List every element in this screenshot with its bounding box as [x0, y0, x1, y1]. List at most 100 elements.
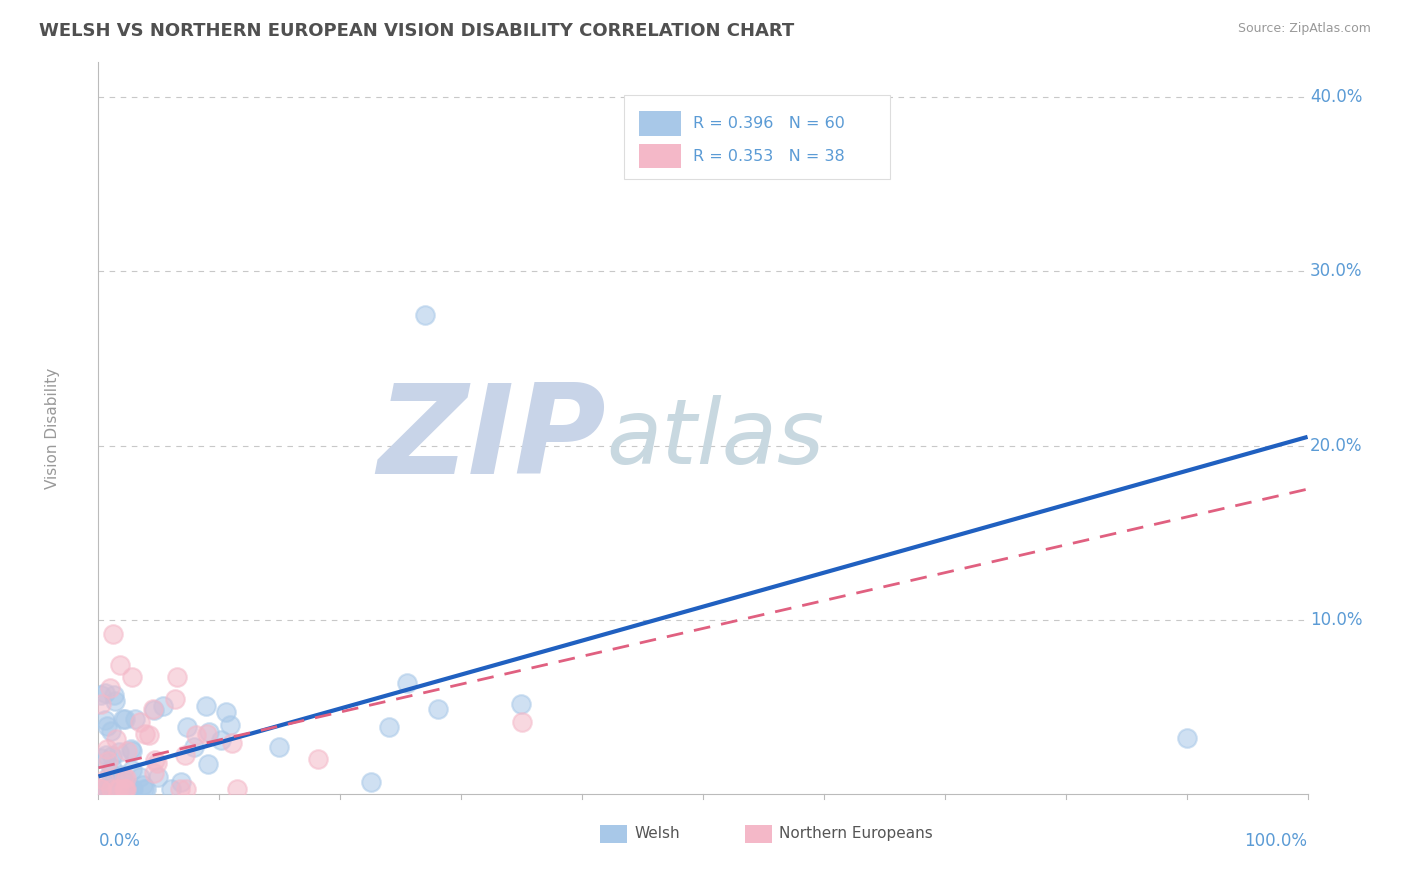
Text: 20.0%: 20.0% — [1310, 436, 1362, 455]
FancyBboxPatch shape — [624, 95, 890, 179]
Point — [195, 727, 218, 741]
Point — [91, 781, 114, 796]
Point — [121, 670, 143, 684]
Text: WELSH VS NORTHERN EUROPEAN VISION DISABILITY CORRELATION CHART: WELSH VS NORTHERN EUROPEAN VISION DISABI… — [39, 22, 794, 40]
Point — [197, 756, 219, 771]
Point — [197, 725, 219, 739]
Point — [138, 728, 160, 742]
Point — [307, 752, 329, 766]
Point — [90, 781, 112, 796]
Point — [94, 781, 117, 796]
Point — [1175, 731, 1198, 746]
Point — [214, 705, 236, 719]
Point — [96, 742, 118, 756]
Text: R = 0.353   N = 38: R = 0.353 N = 38 — [693, 149, 845, 163]
Point — [98, 766, 121, 780]
Point — [101, 626, 124, 640]
Text: 40.0%: 40.0% — [1310, 88, 1362, 106]
Point — [90, 751, 112, 765]
Text: 100.0%: 100.0% — [1244, 832, 1308, 850]
Text: Northern Europeans: Northern Europeans — [779, 826, 934, 841]
Point — [94, 781, 117, 796]
Point — [112, 713, 135, 727]
Point — [134, 727, 156, 741]
Point — [93, 781, 115, 796]
Point — [128, 715, 150, 730]
Point — [124, 712, 146, 726]
Bar — [638, 112, 682, 136]
Text: 0.0%: 0.0% — [98, 832, 141, 850]
Point — [209, 733, 232, 747]
Text: Source: ZipAtlas.com: Source: ZipAtlas.com — [1237, 22, 1371, 36]
Point — [225, 781, 247, 796]
Point — [120, 742, 142, 756]
Point — [395, 676, 418, 690]
Point — [100, 748, 122, 763]
Bar — [600, 824, 627, 843]
Point — [103, 688, 125, 702]
Point — [152, 698, 174, 713]
Point — [143, 753, 166, 767]
Text: 10.0%: 10.0% — [1310, 611, 1362, 629]
Bar — [638, 145, 682, 169]
Point — [121, 763, 143, 777]
Point — [97, 754, 120, 768]
Point — [93, 713, 115, 727]
Point — [112, 770, 135, 784]
Point — [221, 736, 243, 750]
Point — [169, 781, 191, 796]
Point — [174, 781, 197, 796]
Point — [195, 698, 218, 713]
Text: Vision Disability: Vision Disability — [45, 368, 60, 489]
Point — [267, 739, 290, 754]
Point — [96, 748, 118, 763]
Point — [108, 745, 131, 759]
Point — [104, 694, 127, 708]
Point — [94, 686, 117, 700]
Point — [100, 723, 122, 738]
Point — [104, 771, 127, 785]
Point — [143, 702, 166, 716]
Point — [132, 781, 155, 796]
Point — [100, 776, 122, 790]
Point — [96, 718, 118, 732]
Text: atlas: atlas — [606, 395, 824, 483]
Point — [112, 781, 135, 796]
Point — [142, 702, 165, 716]
Point — [121, 781, 143, 796]
Point — [166, 670, 188, 684]
Point — [104, 732, 127, 747]
Point — [91, 781, 114, 796]
Point — [146, 756, 169, 770]
Point — [100, 781, 122, 796]
Point — [163, 692, 186, 706]
Point — [110, 767, 132, 781]
Point — [218, 718, 240, 732]
Point — [90, 781, 112, 796]
Point — [176, 720, 198, 734]
Point — [184, 728, 207, 742]
Point — [426, 702, 449, 716]
Point — [377, 721, 399, 735]
Point — [121, 781, 143, 796]
Point — [110, 658, 132, 673]
Point — [93, 773, 115, 788]
Point — [108, 781, 131, 796]
Point — [509, 697, 531, 711]
Point — [148, 770, 170, 784]
Point — [114, 781, 136, 796]
Point — [90, 781, 112, 796]
Text: R = 0.396   N = 60: R = 0.396 N = 60 — [693, 116, 845, 130]
Point — [105, 781, 128, 796]
Point — [160, 781, 183, 796]
Point — [183, 739, 205, 754]
Point — [115, 781, 138, 796]
Point — [174, 747, 197, 762]
Point — [413, 308, 436, 322]
Point — [142, 765, 165, 780]
Point — [90, 697, 112, 711]
Point — [108, 781, 131, 796]
Bar — [745, 824, 772, 843]
Point — [114, 781, 136, 796]
Point — [117, 743, 139, 757]
